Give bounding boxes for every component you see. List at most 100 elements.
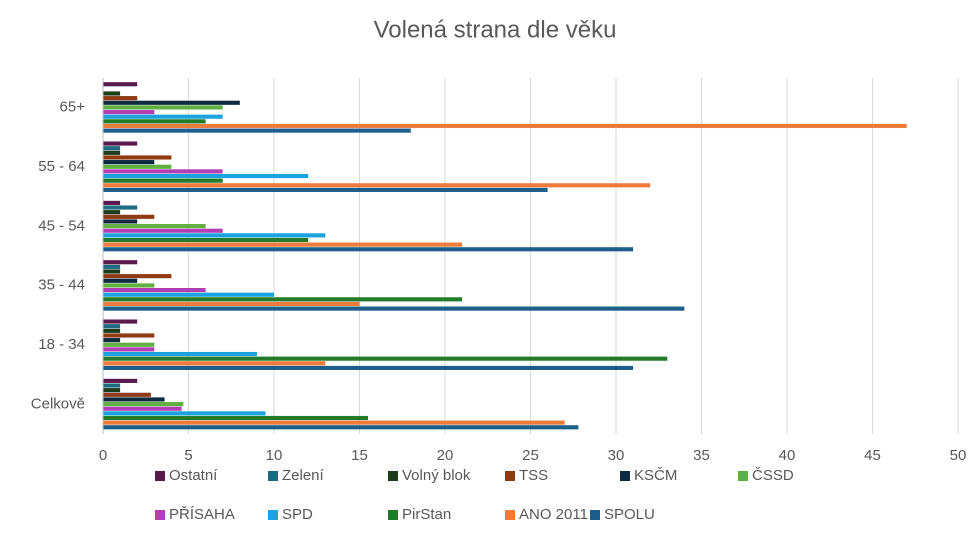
bar: [103, 269, 121, 274]
bar: [103, 333, 155, 338]
bar: [103, 183, 651, 188]
legend-label: Volný blok: [402, 467, 471, 484]
legend-swatch: [155, 510, 165, 520]
legend-label: PŘÍSAHA: [169, 506, 235, 523]
bar: [103, 233, 326, 238]
x-tick-label: 5: [184, 447, 192, 464]
bar: [103, 324, 121, 329]
bar: [103, 205, 138, 210]
bar: [103, 415, 369, 421]
bar: [103, 128, 411, 133]
y-tick-label: 35 - 44: [38, 277, 85, 294]
bar: [103, 297, 463, 302]
bar: [103, 278, 138, 283]
x-tick-label: 10: [266, 447, 283, 464]
bar: [103, 247, 634, 252]
bar: [103, 274, 172, 279]
bar: [103, 347, 155, 352]
legend-label: SPD: [282, 506, 313, 523]
legend-swatch: [388, 471, 398, 481]
y-tick-label: 55 - 64: [38, 158, 85, 175]
bar: [103, 228, 223, 233]
legend-swatch: [268, 510, 278, 520]
bar: [103, 383, 121, 388]
bar: [103, 173, 309, 179]
bar: [103, 328, 121, 333]
bar: [103, 319, 138, 324]
bar: [103, 123, 907, 129]
legend-swatch: [620, 471, 630, 481]
bar: [103, 224, 206, 229]
bar: [103, 378, 138, 383]
y-tick-label: Celkově: [31, 395, 85, 412]
bar: [103, 210, 121, 215]
bar: [103, 338, 121, 343]
bar: [103, 406, 182, 411]
bar: [103, 82, 138, 87]
legend-swatch: [738, 471, 748, 481]
bar: [103, 425, 579, 430]
bar: [103, 155, 172, 160]
bar: [103, 392, 151, 397]
legend-swatch: [388, 510, 398, 520]
bar: [103, 242, 463, 247]
bar: [103, 388, 121, 393]
legend-swatch: [505, 471, 515, 481]
x-tick-label: 45: [864, 447, 881, 464]
bar: [103, 169, 223, 174]
bar: [103, 141, 138, 146]
bar: [103, 411, 266, 416]
bar: [103, 287, 206, 293]
legend-label: ANO 2011: [519, 506, 588, 523]
legend-swatch: [268, 471, 278, 481]
bar: [103, 264, 121, 269]
bar: [103, 96, 138, 101]
legend-label: Ostatní: [169, 467, 218, 484]
bar: [103, 397, 165, 402]
x-tick-label: 15: [351, 447, 368, 464]
bar: [103, 150, 121, 155]
x-tick-label: 20: [437, 447, 454, 464]
bar: [103, 402, 184, 407]
legend-label: ČSSD: [752, 467, 794, 484]
legend-label: SPOLU: [604, 506, 655, 523]
bar: [103, 301, 360, 307]
x-tick-label: 40: [779, 447, 796, 464]
bar: [103, 237, 309, 243]
legend-label: TSS: [519, 467, 548, 484]
bar: [103, 292, 274, 297]
bar: [103, 91, 121, 96]
x-tick-label: 25: [522, 447, 539, 464]
bar: [103, 420, 565, 425]
bar: [103, 187, 548, 193]
bar: [103, 342, 155, 347]
x-tick-label: 0: [99, 447, 107, 464]
legend-swatch: [590, 510, 600, 520]
bar: [103, 160, 155, 165]
legend-label: PirStan: [402, 506, 451, 523]
x-tick-label: 50: [950, 447, 967, 464]
x-tick-label: 30: [608, 447, 625, 464]
legend-label: KSČM: [634, 467, 677, 484]
bar: [103, 214, 155, 219]
bar: [103, 260, 138, 265]
bar: [103, 119, 206, 124]
bar: [103, 200, 121, 205]
bar: [103, 114, 223, 119]
bar: [103, 178, 223, 183]
bar: [103, 356, 668, 361]
bar: [103, 105, 223, 110]
bar: [103, 283, 155, 288]
bar: [103, 351, 257, 357]
legend-label: Zelení: [282, 467, 325, 484]
bar: [103, 100, 240, 105]
bar: [103, 219, 138, 224]
y-tick-label: 65+: [60, 99, 86, 116]
legend-swatch: [505, 510, 515, 520]
bar: [103, 361, 326, 366]
bar: [103, 164, 172, 169]
y-tick-label: 18 - 34: [38, 336, 85, 353]
x-tick-label: 35: [693, 447, 710, 464]
bar: [103, 306, 685, 311]
